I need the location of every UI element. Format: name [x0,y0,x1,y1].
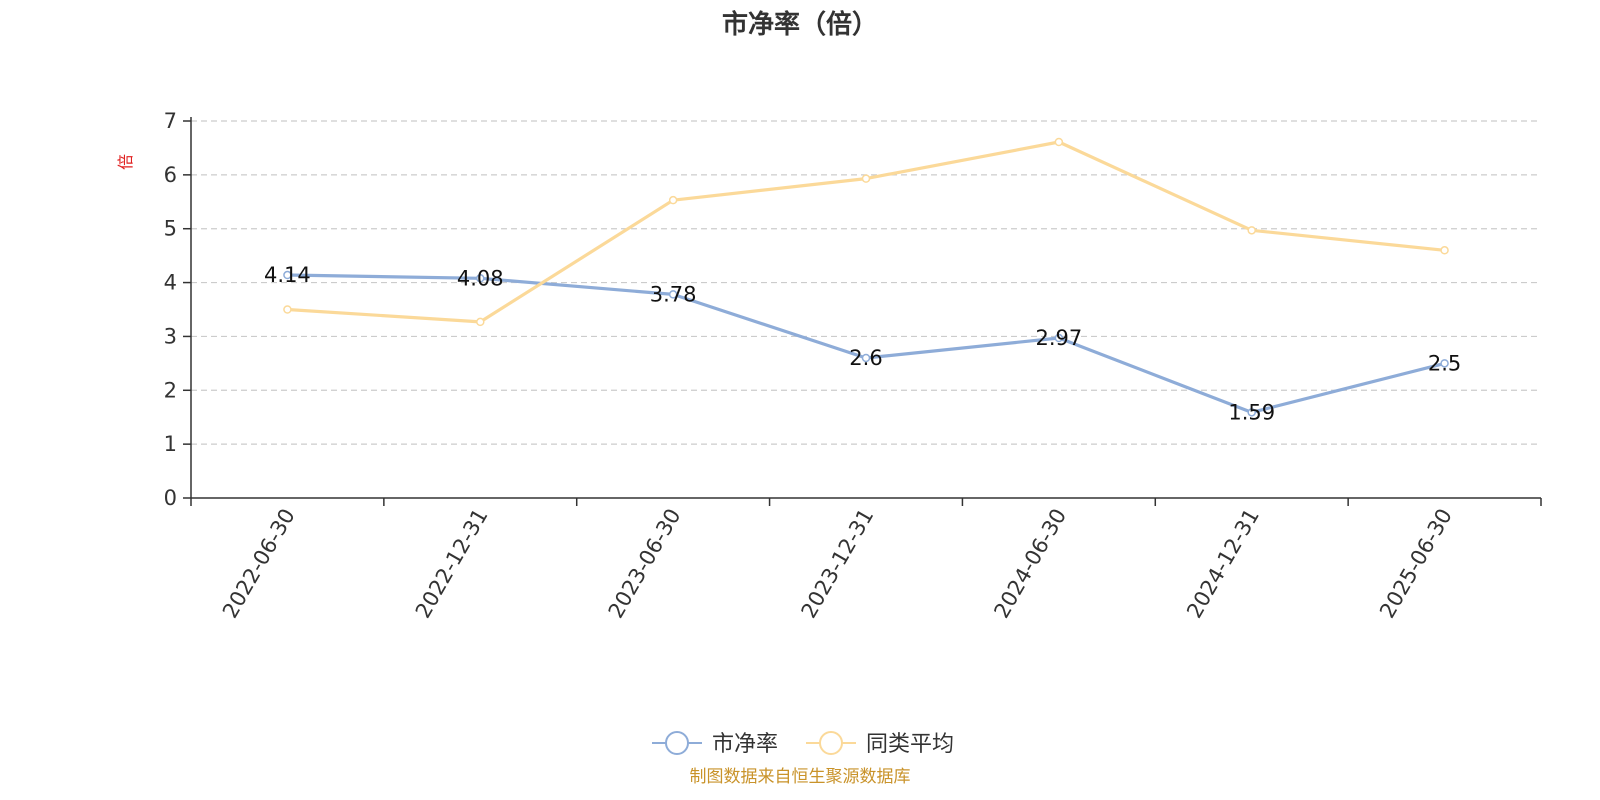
x-tick-label: 2022-06-30 [218,505,300,623]
data-label: 1.59 [1228,400,1275,424]
legend-marker [665,731,689,755]
legend-item-2: 同类平均 [806,731,954,757]
y-tick-label: 0 [164,486,177,510]
x-tick-label: 2024-06-30 [989,505,1071,623]
series-1-point [668,290,678,299]
series-2-point [1440,246,1449,255]
x-tick-label: 2023-06-30 [604,505,686,623]
y-tick-label: 5 [164,217,177,241]
data-label: 2.97 [1035,326,1082,350]
x-tick-label: 2023-12-31 [797,505,879,623]
series-1-point [476,274,485,283]
x-tick-label: 2022-12-31 [411,505,493,623]
series-2-point [283,305,292,314]
y-tick-label: 6 [164,163,177,187]
chart-title: 市净率（倍） [721,10,878,40]
legend-label: 同类平均 [866,732,954,757]
series-1-point [283,270,292,280]
data-label: 4.08 [457,266,504,290]
series-2-point [476,317,485,327]
y-tick-label: 3 [164,324,177,348]
data-label: 2.6 [849,346,882,370]
x-tick-label: 2024-12-31 [1182,505,1264,623]
legend-item-1: 市净率 [652,731,778,757]
y-axis-label: 倍 [116,154,135,170]
data-label: 2.5 [1428,351,1461,375]
legend-label: 市净率 [712,732,778,757]
series-1-point [1247,408,1256,417]
data-label: 3.78 [650,282,697,306]
series-2-point [668,195,678,205]
series-1-point [1440,359,1449,368]
y-tick-label: 2 [164,378,177,402]
y-tick-label: 4 [164,271,177,295]
x-tick-label: 2025-06-30 [1375,505,1457,623]
y-tick-label: 1 [164,432,177,456]
series-2-point [861,174,871,183]
y-tick-label: 7 [164,109,177,133]
series-line-2 [285,140,1447,324]
series-1-point [861,353,871,363]
series-2-point [1054,137,1064,147]
source-note: 制图数据来自恒生聚源数据库 [689,767,911,787]
series-2-point [1247,226,1256,235]
data-label: 4.14 [264,263,311,287]
series-line-1 [285,273,1447,414]
series-1-point [1054,333,1064,343]
legend-marker [819,731,843,755]
